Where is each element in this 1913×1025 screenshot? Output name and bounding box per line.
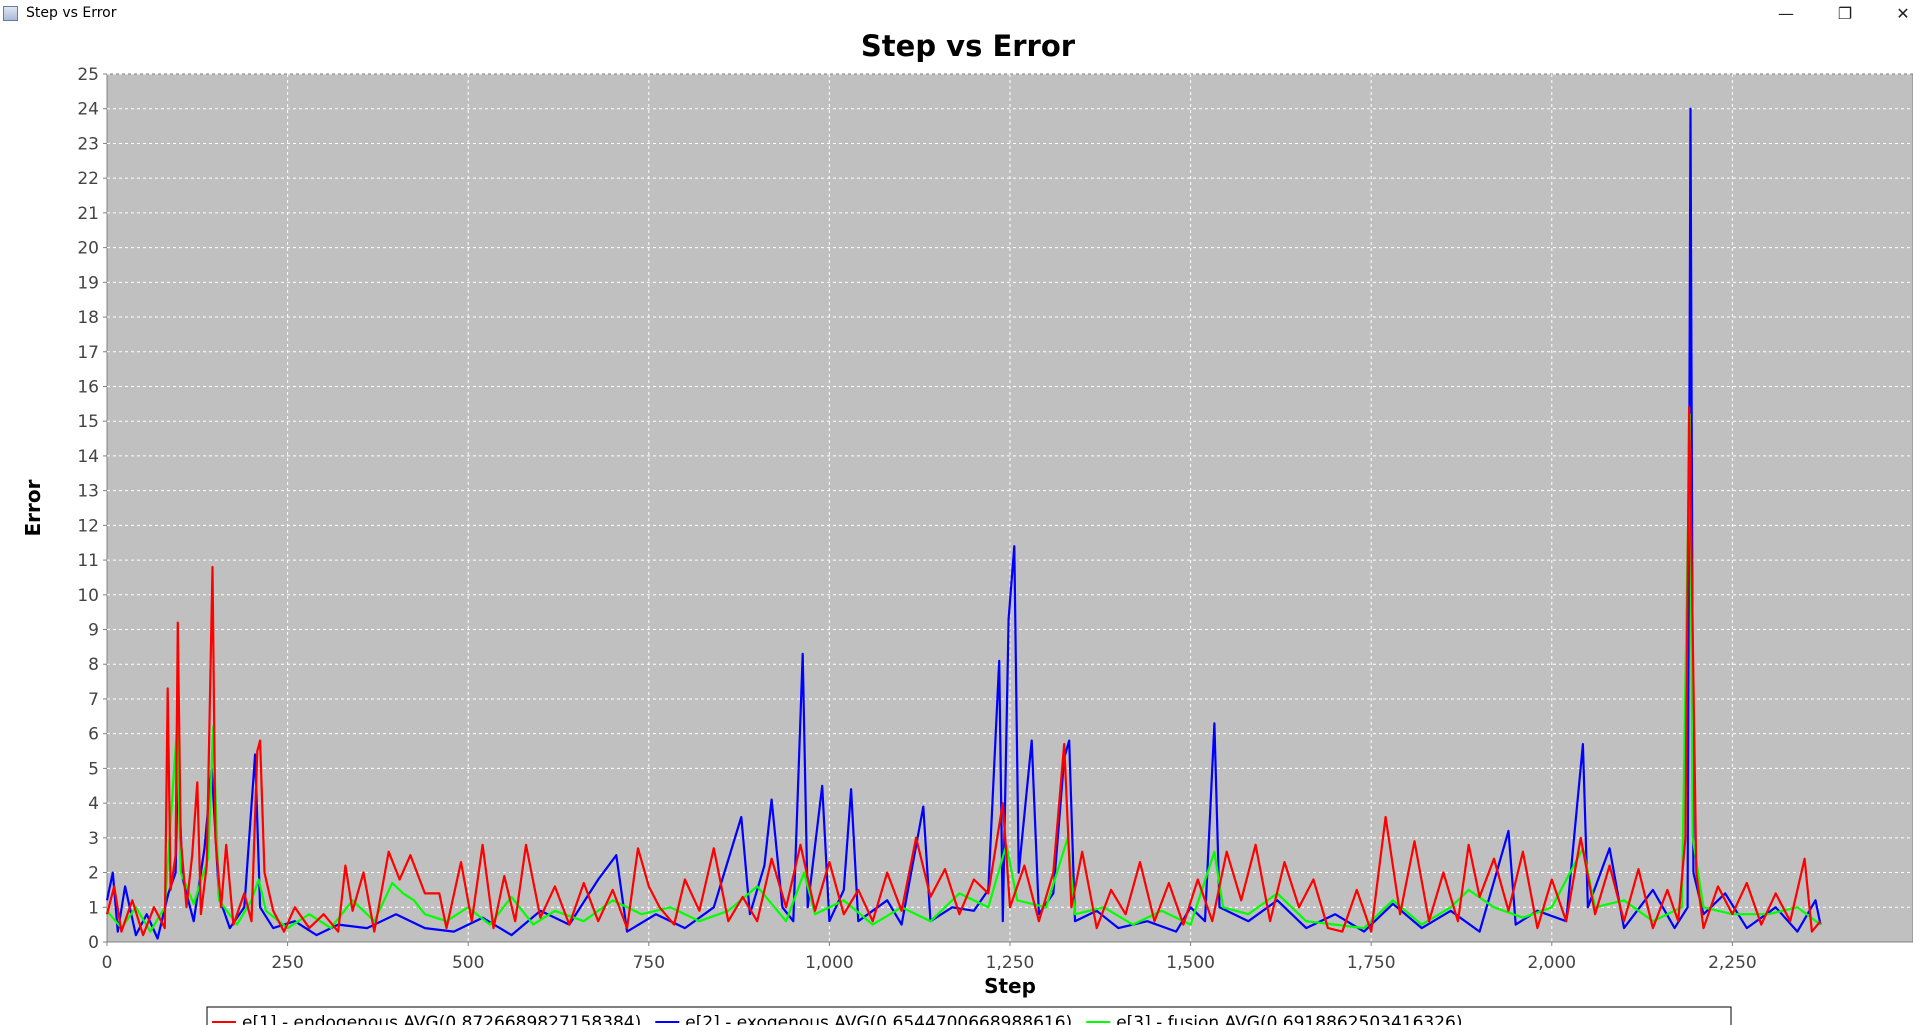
- window-title: Step vs Error: [26, 5, 117, 21]
- y-tick-label: 12: [77, 516, 99, 536]
- y-tick-label: 23: [77, 134, 99, 154]
- legend-items: e[1] - endogenous AVG(0.8726689827158384…: [212, 1013, 1463, 1025]
- y-tick-label: 4: [88, 794, 99, 814]
- legend-label: e[1] - endogenous AVG(0.8726689827158384…: [242, 1013, 641, 1025]
- y-tick-label: 19: [77, 273, 99, 293]
- y-tick-label: 1: [88, 898, 99, 918]
- restore-button[interactable]: ❐: [1837, 4, 1853, 23]
- y-tick-label: 0: [88, 933, 99, 953]
- y-tick-label: 6: [88, 725, 99, 745]
- x-tick-label: 750: [633, 953, 665, 973]
- y-axis-ticks: 0123456789101112131415161718192021222324…: [77, 65, 107, 953]
- series-line-1: [105, 406, 1822, 937]
- step-vs-error-chart: Step vs Error 01234567891011121314151617…: [21, 29, 1913, 1025]
- x-tick-label: 1,500: [1166, 953, 1215, 973]
- x-tick-label: 2,250: [1708, 953, 1757, 973]
- y-tick-label: 25: [77, 65, 99, 85]
- x-axis-ticks: 0 250 500 750 1,000 1,250 1,500 1,750 2,000 2,250: [102, 942, 1757, 973]
- y-axis-label: Error: [21, 479, 45, 536]
- x-tick-label: 1,000: [805, 953, 854, 973]
- series-lines: [105, 107, 1822, 940]
- x-tick-label: 1,750: [1347, 953, 1396, 973]
- y-tick-label: 21: [77, 204, 99, 224]
- minimize-button[interactable]: —: [1778, 4, 1794, 23]
- x-tick-label: 2,000: [1527, 953, 1576, 973]
- y-tick-label: 8: [88, 655, 99, 675]
- y-tick-label: 16: [77, 377, 99, 397]
- y-tick-label: 24: [77, 100, 99, 120]
- chart-title: Step vs Error: [861, 29, 1076, 63]
- x-tick-label: 1,250: [986, 953, 1035, 973]
- y-tick-label: 15: [77, 412, 99, 432]
- legend: e[1] - endogenous AVG(0.8726689827158384…: [206, 1006, 1732, 1025]
- y-tick-label: 18: [77, 308, 99, 328]
- legend-label: e[3] - fusion AVG(0.6918862503416326): [1116, 1013, 1462, 1025]
- close-button[interactable]: ✕: [1896, 4, 1910, 23]
- grid-lines: [107, 73, 1913, 942]
- y-tick-label: 5: [88, 759, 99, 779]
- y-tick-label: 20: [77, 239, 99, 259]
- legend-label: e[2] - exogenous AVG(0.6544700668988616): [685, 1013, 1072, 1025]
- y-tick-label: 17: [77, 343, 99, 363]
- java-app-icon: [3, 6, 18, 21]
- x-tick-label: 500: [452, 953, 484, 973]
- series-line-3: [106, 413, 1822, 933]
- y-tick-label: 9: [88, 621, 99, 641]
- y-tick-label: 22: [77, 169, 99, 189]
- x-tick-label: 250: [271, 953, 303, 973]
- window-titlebar: Step vs Error — ❐ ✕: [0, 0, 1913, 28]
- y-tick-label: 7: [88, 690, 99, 710]
- y-tick-label: 14: [77, 447, 99, 467]
- y-tick-label: 2: [88, 864, 99, 884]
- y-tick-label: 3: [88, 829, 99, 849]
- y-tick-label: 13: [77, 482, 99, 502]
- x-tick-label: 0: [102, 953, 113, 973]
- y-tick-label: 10: [77, 586, 99, 606]
- y-tick-label: 11: [77, 551, 99, 571]
- legend-box: [206, 1006, 1732, 1025]
- x-axis-label: Step: [984, 974, 1036, 998]
